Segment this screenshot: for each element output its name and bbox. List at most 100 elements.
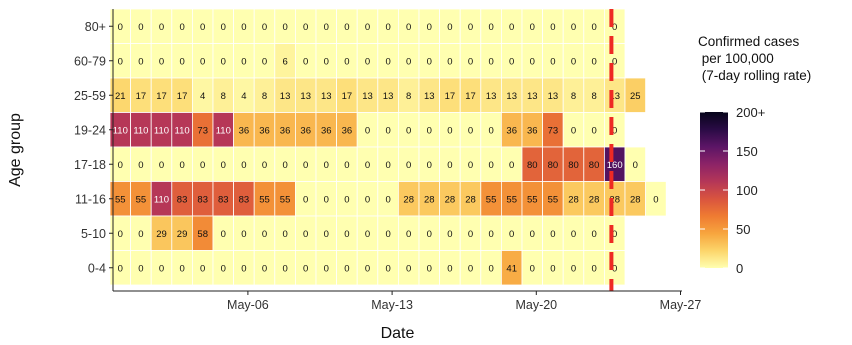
cell-value-label: 0 [200, 263, 205, 274]
cell-value-label: 0 [612, 22, 617, 33]
cell-value-label: 0 [179, 263, 184, 274]
legend-tick-label: 100 [736, 183, 758, 198]
cell-value-label: 0 [530, 229, 535, 240]
cell-value-label: 0 [406, 229, 411, 240]
cell-value-label: 0 [427, 22, 432, 33]
cell-value-label: 0 [159, 56, 164, 67]
cell-value-label: 0 [241, 229, 246, 240]
legend: Confirmed cases per 100,000 (7-day rolli… [698, 34, 811, 276]
cell-value-label: 80 [548, 160, 559, 171]
cell-value-label: 0 [427, 56, 432, 67]
cell-value-label: 0 [571, 229, 576, 240]
cell-value-label: 25 [630, 91, 641, 102]
cell-value-label: 13 [280, 91, 291, 102]
cell-value-label: 0 [509, 160, 514, 171]
cell-value-label: 0 [385, 160, 390, 171]
cell-value-label: 0 [385, 56, 390, 67]
cell-value-label: 13 [300, 91, 311, 102]
cell-value-label: 0 [468, 160, 473, 171]
cell-value-label: 4 [241, 91, 246, 102]
cell-value-label: 0 [344, 194, 349, 205]
cell-value-label: 0 [488, 160, 493, 171]
cell-value-label: 0 [282, 229, 287, 240]
cell-value-label: 0 [447, 229, 452, 240]
cell-labels: 0 0 0 0 0 0 0 0 0 0 0 0 0 0 0 0 0 0 0 0 0 0 0 0 0 0 0 0 0 0 0 0 0 6 0 0 0 0 0 0… [113, 22, 659, 275]
cell-value-label: 110 [133, 125, 148, 136]
cell-value-label: 0 [200, 160, 205, 171]
cell-value-label: 0 [591, 56, 596, 67]
y-tick-label: 0-4 [88, 261, 106, 275]
cell-value-label: 0 [406, 263, 411, 274]
cell-value-label: 0 [427, 229, 432, 240]
cell-value-label: 0 [344, 263, 349, 274]
cell-value-label: 0 [200, 56, 205, 67]
legend-tick-label: 50 [736, 222, 750, 237]
cell-value-label: 4 [200, 91, 205, 102]
cell-value-label: 55 [506, 194, 517, 205]
cell-value-label: 0 [118, 229, 123, 240]
cell-value-label: 110 [154, 194, 169, 205]
cell-value-label: 55 [527, 194, 538, 205]
cell-value-label: 0 [262, 160, 267, 171]
cell-value-label: 0 [303, 194, 308, 205]
cell-value-label: 0 [509, 22, 514, 33]
cell-value-label: 8 [571, 91, 576, 102]
cell-value-label: 0 [427, 160, 432, 171]
cell-value-label: 0 [262, 22, 267, 33]
x-tick-label: May-27 [660, 298, 702, 312]
cell-value-label: 13 [424, 91, 435, 102]
cell-value-label: 0 [159, 22, 164, 33]
cell-value-label: 13 [321, 91, 332, 102]
cell-value-label: 0 [591, 229, 596, 240]
cell-value-label: 0 [324, 22, 329, 33]
y-tick-label: 60-79 [74, 54, 106, 68]
cell-value-label: 8 [262, 91, 267, 102]
cell-value-label: 0 [241, 263, 246, 274]
cell-value-label: 0 [509, 229, 514, 240]
cell-value-label: 55 [486, 194, 497, 205]
cell-value-label: 0 [488, 229, 493, 240]
cell-value-label: 28 [630, 194, 641, 205]
cell-value-label: 0 [118, 56, 123, 67]
cell-value-label: 83 [239, 194, 250, 205]
cell-value-label: 0 [324, 56, 329, 67]
cell-value-label: 13 [527, 91, 538, 102]
cell-value-label: 0 [571, 22, 576, 33]
cell-value-label: 36 [506, 125, 517, 136]
cell-value-label: 0 [344, 22, 349, 33]
legend-title: Confirmed cases per 100,000 (7-day rolli… [698, 34, 811, 83]
cell-value-label: 55 [548, 194, 559, 205]
cell-value-label: 13 [506, 91, 517, 102]
x-tick-label: May-06 [227, 298, 269, 312]
cell-value-label: 73 [548, 125, 559, 136]
cell-value-label: 0 [550, 22, 555, 33]
cell-value-label: 0 [365, 160, 370, 171]
cell-value-label: 17 [445, 91, 456, 102]
cell-value-label: 0 [571, 125, 576, 136]
cell-value-label: 0 [468, 229, 473, 240]
y-tick-label: 11-16 [75, 192, 106, 206]
cell-value-label: 13 [609, 91, 620, 102]
cell-value-label: 6 [282, 56, 287, 67]
cell-value-label: 8 [221, 91, 226, 102]
cell-value-label: 0 [303, 160, 308, 171]
cell-value-label: 110 [113, 125, 128, 136]
cell-value-label: 83 [197, 194, 208, 205]
cell-value-label: 0 [591, 263, 596, 274]
cell-value-label: 0 [179, 22, 184, 33]
cell-value-label: 0 [468, 263, 473, 274]
cell-value-label: 0 [159, 160, 164, 171]
cell-value-label: 80 [568, 160, 579, 171]
cell-value-label: 28 [568, 194, 579, 205]
cell-value-label: 55 [280, 194, 291, 205]
cell-value-label: 0 [406, 125, 411, 136]
cell-value-label: 0 [530, 263, 535, 274]
cell-value-label: 28 [589, 194, 600, 205]
heatmap-cell [645, 181, 667, 217]
y-tick-label: 17-18 [74, 158, 106, 172]
cell-value-label: 21 [115, 91, 126, 102]
heatmap-tiles [109, 8, 667, 286]
cell-value-label: 0 [344, 229, 349, 240]
cell-value-label: 0 [221, 22, 226, 33]
